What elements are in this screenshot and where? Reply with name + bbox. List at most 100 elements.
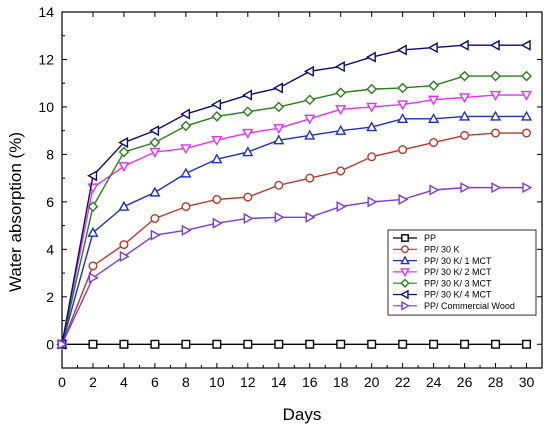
data-point	[460, 182, 471, 194]
x-tick-label: 12	[240, 374, 256, 390]
data-point	[118, 146, 130, 158]
legend-entry: PP	[393, 233, 436, 243]
data-point	[459, 93, 471, 104]
data-point	[397, 112, 409, 123]
data-point	[334, 61, 345, 73]
data-point	[399, 289, 409, 300]
data-point	[520, 39, 531, 51]
x-tick-label: 16	[302, 374, 318, 390]
data-point	[211, 135, 223, 146]
data-point	[149, 147, 161, 158]
data-point	[212, 339, 222, 349]
data-point	[397, 82, 409, 94]
data-point	[241, 89, 253, 101]
x-tick-label: 30	[519, 374, 535, 390]
data-point	[150, 229, 161, 241]
data-point	[428, 95, 440, 106]
data-point	[118, 136, 129, 149]
x-tick-label: 28	[488, 374, 504, 390]
data-point	[242, 128, 254, 139]
data-point	[57, 338, 68, 350]
y-tick-label: 10	[38, 99, 54, 115]
data-point	[401, 245, 409, 254]
data-point	[429, 184, 440, 196]
x-tick-label: 2	[89, 374, 97, 390]
y-tick-label: 0	[46, 336, 54, 352]
plot-area	[61, 11, 543, 369]
x-tick-label: 14	[271, 374, 287, 390]
legend-box	[387, 229, 537, 316]
data-point	[401, 234, 409, 242]
data-point	[304, 94, 316, 106]
data-point	[459, 70, 470, 82]
legend-label: PP	[424, 233, 436, 243]
data-point	[489, 39, 500, 51]
series-line	[61, 44, 527, 345]
data-point	[398, 193, 409, 206]
legend-entry: PP/ 30 K/ 2 MCT	[393, 267, 492, 277]
y-tick-label: 8	[46, 146, 54, 162]
data-point	[211, 111, 223, 122]
x-tick-label: 8	[182, 374, 190, 390]
legend-label: PP/ 30 K/ 4 MCT	[424, 290, 492, 300]
data-point	[274, 339, 284, 349]
data-point	[87, 201, 99, 212]
data-point	[243, 339, 253, 349]
legend-label: PP/ 30 K/ 3 MCT	[424, 278, 492, 288]
data-point	[87, 170, 98, 182]
legend-entry: PP/ 30 K/ 4 MCT	[393, 289, 492, 300]
data-point	[180, 144, 192, 155]
data-point	[522, 182, 533, 194]
data-point	[212, 217, 223, 229]
y-tick-label: 4	[46, 241, 54, 257]
data-point	[458, 39, 469, 51]
data-point	[521, 70, 532, 82]
data-point	[366, 83, 378, 95]
legend-label: PP/ 30 K/ 2 MCT	[424, 267, 492, 277]
x-tick-label: 4	[120, 374, 128, 390]
series-pp	[57, 339, 532, 349]
series-pp-30-k-1-mct	[56, 110, 533, 349]
data-point	[400, 255, 410, 265]
data-point	[119, 250, 130, 263]
data-point	[180, 108, 191, 120]
data-point	[491, 128, 501, 138]
data-point	[304, 129, 316, 140]
data-point	[367, 339, 377, 349]
data-point	[273, 124, 285, 135]
x-tick-label: 22	[395, 374, 411, 390]
x-axis-title: Days	[283, 405, 322, 424]
data-point	[181, 224, 192, 236]
data-point	[460, 339, 470, 349]
x-tick-label: 0	[58, 374, 66, 390]
x-tick-label: 26	[457, 374, 473, 390]
data-point	[274, 180, 284, 190]
legend-entry: PP/ 30 K	[393, 245, 460, 255]
data-point	[149, 125, 160, 137]
data-point	[88, 272, 99, 284]
data-point	[520, 90, 533, 101]
data-point	[366, 121, 378, 132]
data-point	[272, 82, 283, 94]
data-point	[181, 339, 191, 349]
data-point	[397, 100, 409, 111]
data-point	[305, 339, 315, 349]
data-point	[428, 80, 439, 91]
data-point	[429, 138, 439, 148]
data-point	[273, 101, 285, 113]
data-point	[489, 90, 502, 101]
data-point	[273, 134, 285, 145]
legend-label: PP/ Commercial Wood	[424, 301, 515, 311]
x-tick-label: 24	[426, 374, 442, 390]
legend-entry: PP/ Commercial Wood	[393, 300, 515, 311]
data-point	[491, 182, 502, 194]
data-point	[274, 211, 285, 223]
data-point	[400, 278, 410, 288]
data-point	[180, 167, 192, 178]
data-point	[304, 114, 316, 125]
data-point	[522, 128, 532, 138]
data-point	[335, 87, 347, 99]
series-line	[61, 115, 527, 345]
